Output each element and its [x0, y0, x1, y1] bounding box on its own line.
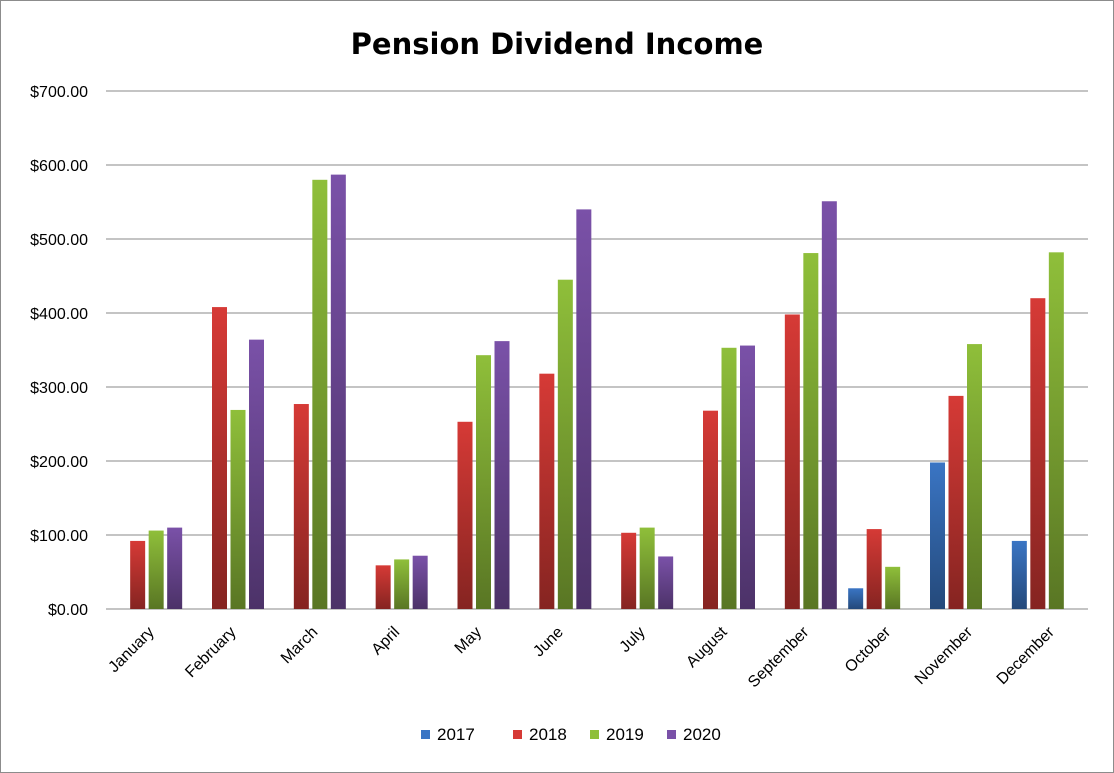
- bar-2019-april: [394, 559, 410, 609]
- bar-2020-march: [330, 174, 346, 609]
- bar-2020-august: [740, 345, 755, 609]
- legend-label-2017: 2017: [437, 725, 475, 744]
- x-tick-label: March: [278, 624, 321, 667]
- y-tick-label: $500.00: [30, 232, 88, 249]
- bar-2017-november: [930, 462, 945, 609]
- bar-2018-may: [457, 421, 473, 609]
- bar-2019-august: [721, 347, 737, 609]
- x-axis-tick-labels: January February March April May June July Augu…: [105, 623, 1058, 691]
- bar-2020-january: [167, 527, 183, 609]
- legend-swatch-2019: [590, 730, 599, 739]
- bar-2019-october: [885, 566, 901, 609]
- bar-2020-july: [658, 556, 674, 609]
- chart-title: Pension Dividend Income: [351, 27, 764, 61]
- legend-label-2019: 2019: [606, 725, 644, 744]
- bar-2018-september: [784, 314, 800, 609]
- bar-2020-september: [821, 201, 837, 609]
- x-tick-label: February: [182, 624, 239, 681]
- bar-2018-january: [130, 540, 146, 609]
- y-axis-tick-labels: $0.00 $100.00 $200.00 $300.00 $400.00 $500.00…: [30, 84, 88, 619]
- bar-2019-june: [557, 279, 573, 609]
- x-tick-label: November: [912, 623, 977, 688]
- bar-2018-june: [539, 373, 555, 609]
- bar-2018-december: [1030, 298, 1046, 609]
- bar-2020-april: [412, 555, 428, 609]
- gridlines: [106, 90, 1088, 610]
- bar-2018-april: [375, 565, 391, 609]
- legend-swatch-2018: [513, 730, 522, 739]
- bar-2019-september: [803, 253, 819, 609]
- legend-swatch-2020: [667, 730, 676, 739]
- x-tick-label: December: [994, 623, 1059, 688]
- bar-2020-june: [576, 209, 592, 609]
- bar-2019-november: [967, 344, 982, 609]
- bar-2018-march: [293, 404, 309, 609]
- bars: [130, 174, 1064, 610]
- legend: 2017 2018 2019 2020: [421, 725, 721, 744]
- y-tick-label: $600.00: [30, 158, 88, 175]
- y-tick-label: $300.00: [30, 380, 88, 397]
- x-tick-label: August: [683, 623, 731, 671]
- x-tick-label: July: [617, 624, 649, 656]
- y-tick-label: $200.00: [30, 454, 88, 471]
- bar-2018-october: [866, 529, 882, 609]
- legend-label-2018: 2018: [529, 725, 567, 744]
- bar-2019-july: [639, 527, 655, 609]
- x-tick-label: January: [105, 624, 157, 676]
- x-tick-label: May: [452, 624, 485, 657]
- y-tick-label: $100.00: [30, 528, 88, 545]
- bar-2020-may: [494, 341, 510, 609]
- x-tick-label: June: [530, 624, 567, 661]
- bar-2018-july: [621, 532, 637, 609]
- bar-2020-february: [249, 339, 264, 609]
- x-tick-label: October: [842, 623, 895, 676]
- legend-swatch-2017: [421, 730, 430, 739]
- legend-label-2020: 2020: [683, 725, 721, 744]
- y-tick-label: $400.00: [30, 306, 88, 323]
- bar-2019-january: [148, 530, 164, 609]
- bar-2019-march: [312, 179, 328, 610]
- y-tick-label: $0.00: [48, 602, 88, 619]
- bar-2019-december: [1048, 252, 1064, 609]
- bar-2019-may: [476, 355, 491, 609]
- bar-2019-february: [230, 409, 246, 609]
- x-tick-label: September: [745, 623, 813, 691]
- bar-2018-august: [703, 410, 718, 609]
- y-tick-label: $700.00: [30, 84, 88, 101]
- bar-2018-february: [212, 307, 227, 609]
- bar-2017-december: [1011, 540, 1027, 609]
- x-tick-label: April: [369, 624, 404, 659]
- bar-2018-november: [948, 395, 964, 609]
- bar-2017-october: [848, 588, 864, 609]
